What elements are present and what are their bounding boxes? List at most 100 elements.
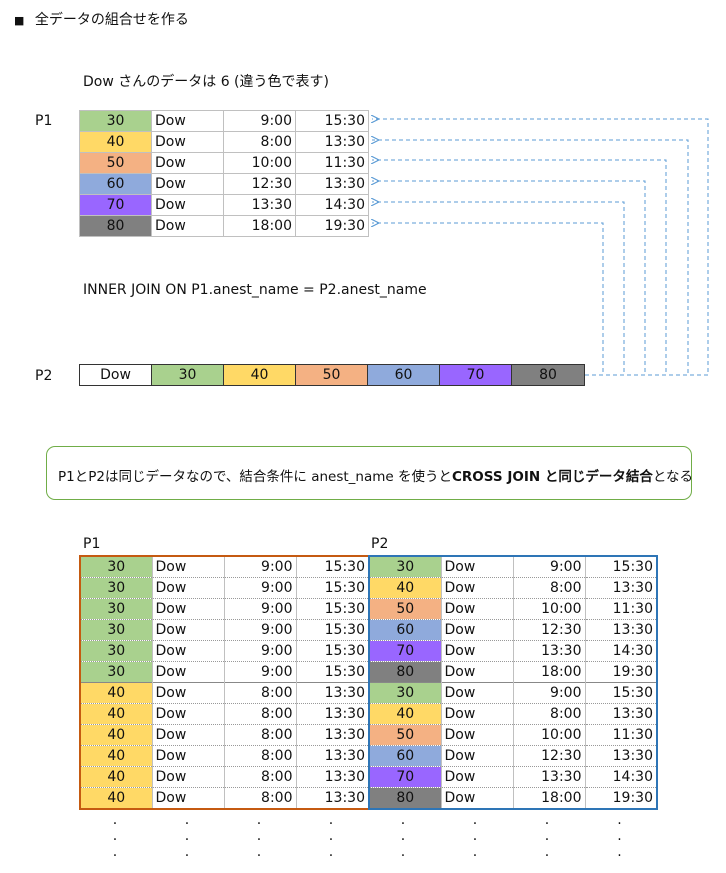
p1-label: P1 bbox=[35, 113, 53, 129]
result-p2-start-cell: 9:00 bbox=[512, 682, 586, 704]
table-row: 40 Dow 8:00 13:30 bbox=[368, 703, 658, 725]
table-row: 40 Dow 8:00 13:30 bbox=[79, 131, 369, 153]
result-p2-start-cell: 18:00 bbox=[512, 661, 586, 683]
result-p2-end-cell: 15:30 bbox=[584, 682, 658, 704]
table-row: 40 Dow 8:00 13:30 bbox=[79, 682, 370, 704]
arrow-line bbox=[372, 202, 625, 376]
result-p1-end-cell: 15:30 bbox=[295, 640, 370, 662]
ellipsis-dot: . bbox=[544, 844, 550, 860]
ellipsis-dot: . bbox=[112, 828, 118, 844]
result-p1-id-cell: 30 bbox=[79, 555, 153, 578]
table-row: 40 Dow 8:00 13:30 bbox=[79, 745, 370, 767]
table-row: 30 Dow 9:00 15:30 bbox=[79, 555, 370, 578]
ellipsis-dot: . bbox=[472, 812, 478, 828]
table-row: 80 Dow 18:00 19:30 bbox=[368, 787, 658, 810]
heading-text: 全データの組合せを作る bbox=[34, 12, 189, 28]
p1-id-cell: 70 bbox=[79, 194, 152, 216]
p2-label: P2 bbox=[35, 368, 53, 384]
result-p1-id-cell: 40 bbox=[79, 682, 153, 704]
result-p2-table: 30 Dow 9:00 15:30 40 Dow 8:00 13:30 50 Dow 10:00 11… bbox=[368, 555, 658, 810]
result-p2-name-cell: Dow bbox=[440, 619, 514, 641]
table-row: 40 Dow 8:00 13:30 bbox=[79, 703, 370, 725]
ellipsis-dot: . bbox=[544, 812, 550, 828]
ellipsis-dot: . bbox=[617, 844, 622, 860]
bullet-icon: ■ bbox=[14, 14, 25, 27]
result-p1-name-cell: Dow bbox=[151, 745, 225, 767]
ellipsis-row: ........ bbox=[79, 812, 656, 828]
p2-table: Dow 30 40 50 60 70 80 bbox=[79, 364, 585, 386]
table-row: 80 Dow 18:00 19:30 bbox=[368, 661, 658, 683]
p1-id-cell: 80 bbox=[79, 215, 152, 237]
table-row: 40 Dow 8:00 13:30 bbox=[79, 787, 370, 810]
table-row: 60 Dow 12:30 13:30 bbox=[368, 745, 658, 767]
callout-box bbox=[46, 446, 692, 500]
ellipsis-row: ........ bbox=[79, 844, 656, 860]
table-row: Dow 30 40 50 60 70 80 bbox=[79, 364, 585, 386]
result-p1-start-cell: 9:00 bbox=[223, 598, 297, 620]
join-arrows bbox=[0, 0, 709, 376]
ellipsis-dot: . bbox=[617, 828, 622, 844]
p1-id-cell: 40 bbox=[79, 131, 152, 153]
result-p2-name-cell: Dow bbox=[440, 766, 514, 788]
table-row: 40 Dow 8:00 13:30 bbox=[79, 724, 370, 746]
table-row: 80 Dow 18:00 19:30 bbox=[79, 215, 369, 237]
result-p2-start-cell: 8:00 bbox=[512, 577, 586, 599]
result-p1-name-cell: Dow bbox=[151, 766, 225, 788]
p1-start-cell: 9:00 bbox=[223, 110, 296, 132]
result-p2-end-cell: 13:30 bbox=[584, 703, 658, 725]
result-p1-id-cell: 40 bbox=[79, 703, 153, 725]
ellipsis-dot: . bbox=[256, 812, 262, 828]
result-p1-start-cell: 8:00 bbox=[223, 787, 297, 810]
result-p2-start-cell: 12:30 bbox=[512, 745, 586, 767]
ellipsis-dot: . bbox=[472, 844, 478, 860]
ellipsis-dot: . bbox=[472, 828, 478, 844]
result-p1-name-cell: Dow bbox=[151, 577, 225, 599]
result-p2-id-cell: 40 bbox=[368, 703, 442, 725]
p1-id-cell: 60 bbox=[79, 173, 152, 195]
p1-end-cell: 13:30 bbox=[295, 131, 369, 153]
result-p1-label: P1 bbox=[83, 536, 101, 552]
result-p1-start-cell: 9:00 bbox=[223, 640, 297, 662]
p1-table: 30 Dow 9:00 15:30 40 Dow 8:00 13:30 50 Dow 10:00… bbox=[79, 110, 369, 237]
result-p1-end-cell: 15:30 bbox=[295, 598, 370, 620]
ellipsis-dot: . bbox=[112, 844, 118, 860]
arrow-line bbox=[372, 140, 689, 376]
result-p2-id-cell: 50 bbox=[368, 598, 442, 620]
result-p2-end-cell: 19:30 bbox=[584, 661, 658, 683]
result-p2-end-cell: 14:30 bbox=[584, 640, 658, 662]
table-row: 30 Dow 9:00 15:30 bbox=[79, 640, 370, 662]
result-p2-end-cell: 13:30 bbox=[584, 577, 658, 599]
result-p1-name-cell: Dow bbox=[151, 640, 225, 662]
result-p1-end-cell: 15:30 bbox=[295, 619, 370, 641]
p2-name-cell: Dow bbox=[79, 364, 152, 386]
table-row: 60 Dow 12:30 13:30 bbox=[79, 173, 369, 195]
table-row: 50 Dow 10:00 11:30 bbox=[79, 152, 369, 174]
table-row: 70 Dow 13:30 14:30 bbox=[368, 640, 658, 662]
result-p1-name-cell: Dow bbox=[151, 724, 225, 746]
ellipsis-dot: . bbox=[112, 812, 118, 828]
result-p2-name-cell: Dow bbox=[440, 724, 514, 746]
result-p1-name-cell: Dow bbox=[151, 555, 225, 578]
table-row: 70 Dow 13:30 14:30 bbox=[368, 766, 658, 788]
callout-suffix: となる bbox=[652, 469, 693, 485]
result-p1-name-cell: Dow bbox=[151, 619, 225, 641]
table-row: 60 Dow 12:30 13:30 bbox=[368, 619, 658, 641]
callout-text: P1とP2は同じデータなので、結合条件に anest_name を使うとCROS… bbox=[58, 465, 693, 485]
result-p1-name-cell: Dow bbox=[151, 661, 225, 683]
result-p1-id-cell: 30 bbox=[79, 577, 153, 599]
result-p1-end-cell: 13:30 bbox=[295, 745, 370, 767]
p2-id-cell: 80 bbox=[511, 364, 585, 386]
result-p1-id-cell: 30 bbox=[79, 661, 153, 683]
table-row: 50 Dow 10:00 11:30 bbox=[368, 724, 658, 746]
result-p1-end-cell: 13:30 bbox=[295, 766, 370, 788]
table-row: 30 Dow 9:00 15:30 bbox=[79, 661, 370, 683]
result-p1-start-cell: 8:00 bbox=[223, 766, 297, 788]
p1-start-cell: 18:00 bbox=[223, 215, 296, 237]
ellipsis-dot: . bbox=[400, 844, 406, 860]
result-p1-end-cell: 13:30 bbox=[295, 682, 370, 704]
p2-id-cell: 30 bbox=[151, 364, 224, 386]
arrow-line bbox=[372, 223, 604, 376]
p1-id-cell: 50 bbox=[79, 152, 152, 174]
ellipsis-dot: . bbox=[400, 828, 406, 844]
p1-start-cell: 10:00 bbox=[223, 152, 296, 174]
